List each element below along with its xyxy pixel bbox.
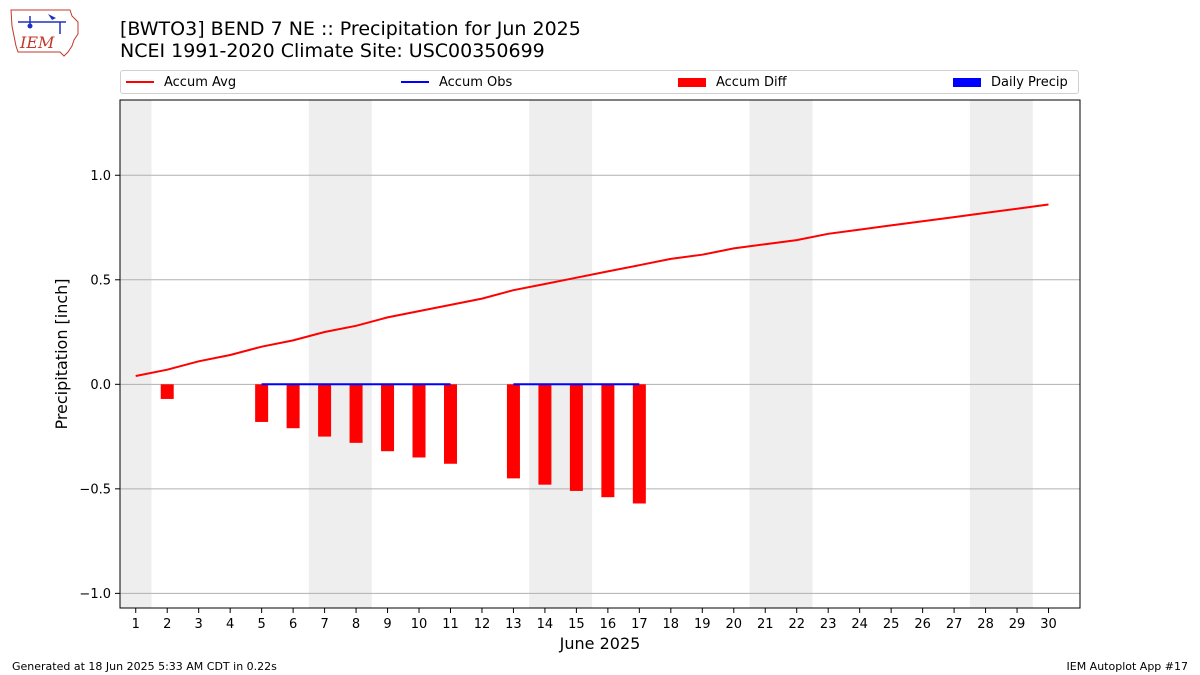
accum-diff-bar <box>318 384 332 437</box>
accum-diff-bar <box>538 384 552 485</box>
x-tick-label: 24 <box>851 617 868 632</box>
chart-title: [BWTO3] BEND 7 NE :: Precipitation for J… <box>120 18 581 40</box>
generated-timestamp: Generated at 18 Jun 2025 5:33 AM CDT in … <box>12 660 277 673</box>
legend: Accum Avg Accum Obs Accum Diff Daily Pre… <box>120 70 1079 94</box>
legend-swatch-accum-obs <box>401 81 429 83</box>
accum-diff-bar <box>601 384 615 498</box>
legend-item-accum-obs: Accum Obs <box>401 71 512 93</box>
x-tick-label: 12 <box>474 617 491 632</box>
x-tick-label: 5 <box>257 617 265 632</box>
x-tick-label: 20 <box>725 617 742 632</box>
x-tick-label: 13 <box>505 617 522 632</box>
x-tick-label: 26 <box>914 617 931 632</box>
accum-diff-bar <box>443 384 457 464</box>
accum-diff-bar <box>632 384 646 504</box>
legend-swatch-accum-avg <box>126 81 154 83</box>
x-tick-label: 28 <box>977 617 994 632</box>
y-tick-label: −1.0 <box>79 587 111 602</box>
accum-diff-bar <box>286 384 300 429</box>
x-tick-label: 4 <box>226 617 234 632</box>
legend-item-accum-avg: Accum Avg <box>126 71 236 93</box>
x-tick-label: 30 <box>1040 617 1057 632</box>
x-tick-label: 15 <box>568 617 585 632</box>
iowa-outline-shape <box>10 9 79 57</box>
x-tick-label: 21 <box>757 617 774 632</box>
legend-swatch-daily-precip <box>953 77 981 87</box>
x-tick-label: 14 <box>537 617 554 632</box>
iem-logo: IEM <box>10 9 79 57</box>
weekend-shade <box>969 100 1033 608</box>
x-tick-label: 10 <box>411 617 428 632</box>
accum-diff-bar <box>160 384 174 399</box>
weekend-shade <box>308 100 372 608</box>
y-tick-label: −0.5 <box>79 482 111 497</box>
legend-item-daily-precip: Daily Precip <box>953 71 1068 93</box>
x-tick-label: 7 <box>320 617 328 632</box>
legend-label-accum-obs: Accum Obs <box>439 74 513 90</box>
weekend-shade <box>749 100 813 608</box>
legend-label-daily-precip: Daily Precip <box>991 74 1068 90</box>
x-tick-label: 25 <box>883 617 900 632</box>
legend-label-accum-avg: Accum Avg <box>164 74 237 90</box>
y-tick-label: 0.5 <box>90 273 111 288</box>
logo-text: IEM <box>19 33 55 52</box>
accum-diff-bar <box>381 384 395 452</box>
x-tick-label: 11 <box>442 617 459 632</box>
x-tick-label: 6 <box>289 617 297 632</box>
accum-avg-line <box>135 203 1049 377</box>
x-tick-label: 16 <box>600 617 617 632</box>
weekend-shade <box>529 100 593 608</box>
x-tick-label: 8 <box>352 617 360 632</box>
plot-frame <box>119 99 1081 609</box>
legend-item-accum-diff: Accum Diff <box>678 71 787 93</box>
app-credit: IEM Autoplot App #17 <box>1066 660 1189 673</box>
x-tick-label: 29 <box>1009 617 1026 632</box>
weekend-shade <box>120 100 152 608</box>
x-tick-label: 22 <box>788 617 805 632</box>
x-tick-label: 1 <box>132 617 140 632</box>
x-tick-label: 27 <box>946 617 963 632</box>
x-tick-label: 9 <box>383 617 391 632</box>
x-tick-label: 3 <box>195 617 203 632</box>
y-axis-label: Precipitation [inch] <box>52 278 71 429</box>
accum-diff-bar <box>255 384 269 422</box>
x-tick-label: 17 <box>631 617 648 632</box>
y-tick-label: 0.0 <box>90 378 111 393</box>
x-tick-label: 19 <box>694 617 711 632</box>
accum-diff-bar <box>569 384 583 491</box>
x-tick-label: 2 <box>163 617 171 632</box>
accum-diff-bar <box>349 384 363 443</box>
legend-swatch-accum-diff <box>678 77 706 87</box>
x-tick-label: 23 <box>820 617 837 632</box>
legend-label-accum-diff: Accum Diff <box>716 74 787 90</box>
accum-diff-bar <box>506 384 520 479</box>
x-tick-label: 18 <box>663 617 680 632</box>
chart-subtitle: NCEI 1991-2020 Climate Site: USC00350699 <box>120 40 545 62</box>
x-axis-label: June 2025 <box>559 634 641 653</box>
y-tick-label: 1.0 <box>90 169 111 184</box>
accum-diff-bar <box>412 384 426 458</box>
